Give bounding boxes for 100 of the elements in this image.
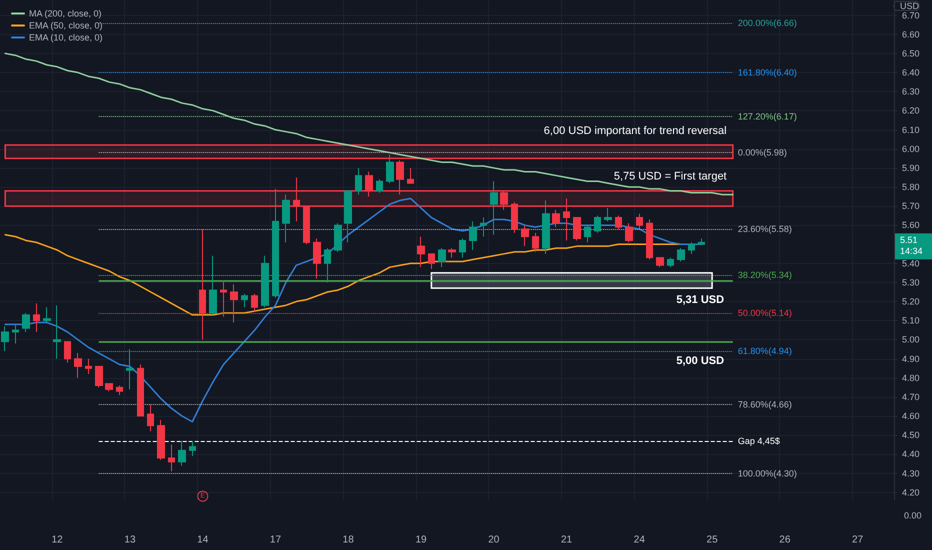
x-tick-label: 17 bbox=[270, 534, 282, 546]
text: 14:34 bbox=[900, 246, 923, 256]
candlestick bbox=[33, 302, 40, 333]
y-tick-label: 4.80 bbox=[902, 372, 920, 383]
candlestick bbox=[95, 366, 103, 388]
candlestick bbox=[636, 213, 643, 230]
y-tick-label: 6.50 bbox=[902, 48, 920, 58]
candlestick bbox=[344, 190, 352, 243]
candlestick bbox=[272, 188, 279, 298]
ref-line-label: 61.80%(4.94) bbox=[738, 346, 792, 356]
y-tick-label: 6.60 bbox=[902, 29, 920, 40]
candlestick bbox=[74, 352, 82, 378]
candlestick bbox=[1, 326, 9, 352]
candlestick bbox=[677, 248, 685, 262]
candlestick bbox=[625, 222, 633, 243]
ref-line-label: 78.60%(4.66) bbox=[738, 400, 792, 410]
candlestick bbox=[469, 220, 477, 250]
text: 0.00 bbox=[904, 510, 922, 520]
candlestick bbox=[313, 238, 321, 280]
candlestick bbox=[646, 218, 653, 260]
x-tick-label: 12 bbox=[52, 534, 64, 546]
y-tick-label: 6.10 bbox=[902, 124, 920, 135]
candlestick bbox=[698, 238, 705, 245]
candlestick bbox=[480, 217, 487, 238]
y-tick-label: 6.00 bbox=[902, 144, 920, 154]
candlestick bbox=[126, 348, 134, 390]
legend-label: MA (200, close, 0) bbox=[29, 8, 102, 18]
candlestick bbox=[511, 202, 518, 234]
candlestick bbox=[448, 248, 456, 258]
candlestick bbox=[615, 215, 622, 230]
candlestick bbox=[282, 194, 290, 243]
candlestick bbox=[157, 419, 165, 460]
candlestick bbox=[64, 341, 71, 364]
text: 5.51 bbox=[900, 234, 918, 245]
y-tick-label: 4.70 bbox=[902, 392, 920, 402]
candlestick bbox=[334, 222, 342, 252]
candlestick bbox=[53, 304, 61, 360]
y-tick-label: 4.40 bbox=[902, 449, 920, 460]
candlestick bbox=[251, 293, 258, 312]
candlestick bbox=[376, 178, 383, 194]
candlestick bbox=[688, 242, 695, 254]
candlestick bbox=[168, 444, 175, 472]
x-tick-label: 21 bbox=[560, 534, 573, 546]
y-tick-label: 5.80 bbox=[902, 182, 920, 192]
candlestick bbox=[105, 383, 113, 392]
candlestick bbox=[261, 255, 269, 308]
x-tick-label: 19 bbox=[415, 534, 428, 546]
candlestick bbox=[532, 232, 539, 252]
annotation: 5,00 USD bbox=[676, 355, 724, 368]
x-tick-label: 13 bbox=[124, 534, 136, 546]
y-axis-title: USD bbox=[900, 0, 920, 11]
ref-line-label: 200.00%(6.66) bbox=[738, 18, 797, 28]
candlestick bbox=[241, 293, 248, 308]
candlestick bbox=[22, 312, 30, 333]
x-tick-label: 26 bbox=[779, 534, 791, 546]
candlestick bbox=[85, 358, 92, 375]
y-tick-label: 5.60 bbox=[902, 220, 920, 230]
candlestick bbox=[178, 440, 186, 466]
ref-line-label: 161.80%(6.40) bbox=[738, 68, 797, 78]
y-tick-label: 5.40 bbox=[902, 258, 920, 268]
candlestick bbox=[407, 167, 414, 184]
candlestick bbox=[324, 248, 331, 283]
x-tick-label: 14 bbox=[197, 534, 209, 546]
line-series bbox=[4, 52, 734, 196]
candlestick bbox=[396, 160, 404, 196]
ref-line-label: 0.00%(5.98) bbox=[738, 148, 787, 158]
ref-line-label: 127.20%(6.17) bbox=[738, 111, 797, 122]
y-tick-label: 5.00 bbox=[902, 334, 920, 345]
y-tick-label: 6.20 bbox=[902, 106, 920, 116]
candlestick bbox=[355, 167, 362, 196]
candlestick bbox=[459, 238, 466, 258]
y-tick-label: 4.50 bbox=[902, 430, 920, 440]
band-label: 5,75 USD = First target bbox=[614, 170, 727, 183]
y-tick-label: 6.30 bbox=[902, 86, 920, 97]
y-tick-label: 6.40 bbox=[902, 68, 920, 78]
candlestick bbox=[293, 176, 300, 222]
y-tick-label: 6.70 bbox=[902, 10, 920, 20]
x-tick-label: 24 bbox=[634, 534, 646, 546]
x-tick-label: 18 bbox=[342, 534, 354, 546]
candlestick bbox=[667, 257, 674, 268]
legend-label: EMA (10, close, 0) bbox=[29, 32, 103, 42]
ref-line-label: 100.00%(4.30) bbox=[738, 468, 797, 478]
x-tick-label: 25 bbox=[706, 534, 718, 546]
candlestick bbox=[428, 253, 435, 270]
y-tick-label: 5.70 bbox=[902, 201, 920, 212]
candlestick bbox=[542, 200, 550, 254]
y-tick-label: 5.10 bbox=[902, 316, 920, 326]
ref-line-label: 38.20%(5.34) bbox=[738, 270, 792, 280]
candlestick bbox=[500, 190, 508, 210]
candlestick bbox=[12, 324, 19, 344]
candlestick bbox=[116, 384, 123, 396]
ref-line-label: Gap 4,45$ bbox=[738, 436, 780, 446]
y-tick-label: 4.30 bbox=[902, 468, 920, 478]
y-tick-label: 4.90 bbox=[902, 354, 920, 364]
ref-line-label: 23.60%(5.58) bbox=[738, 224, 792, 234]
x-tick-label: 20 bbox=[488, 534, 500, 546]
candlestick bbox=[521, 224, 529, 247]
y-tick-label: 5.30 bbox=[902, 277, 920, 288]
legend-label: EMA (50, close, 0) bbox=[29, 20, 103, 30]
candlestick bbox=[417, 236, 425, 268]
